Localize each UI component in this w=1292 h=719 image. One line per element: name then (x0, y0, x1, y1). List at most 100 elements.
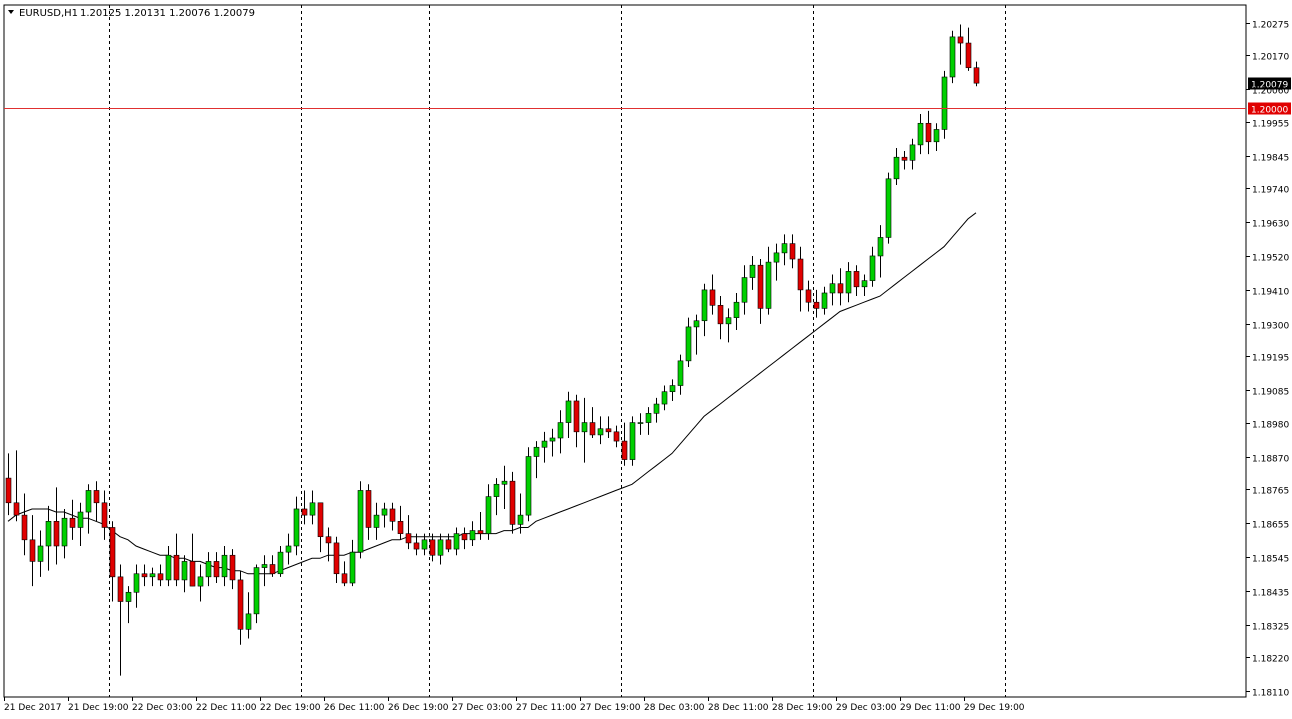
candle-bull (309, 502, 316, 516)
candle-bull (85, 490, 92, 513)
level-layer: 1.20000 1.20079 (4, 77, 1291, 116)
y-tick-label: 1.19740 (1252, 186, 1289, 196)
candle-bear (389, 508, 396, 522)
y-tick-label: 1.20275 (1252, 21, 1289, 31)
candle-bear (589, 422, 596, 436)
candle-bear (101, 502, 108, 528)
y-tick-label: 1.18870 (1252, 455, 1289, 465)
candle-bull (61, 517, 68, 547)
candle-bull (701, 289, 708, 322)
candle-bear (269, 564, 276, 575)
candle-bull (501, 480, 508, 485)
candle-bear (789, 243, 796, 260)
candle-bull (917, 122, 924, 146)
y-tick-label: 1.18545 (1252, 555, 1289, 565)
candle-bull (581, 422, 588, 433)
candle-bull (77, 511, 84, 528)
x-tick-label: 29 Dec 11:00 (900, 703, 961, 713)
candle-bull (733, 301, 740, 318)
candle-bear (237, 579, 244, 630)
candle-bull (349, 551, 356, 584)
candle-bull (845, 271, 852, 294)
candle-bear (157, 573, 164, 581)
y-tick-label: 1.18435 (1252, 589, 1289, 599)
candle-bear (461, 533, 468, 541)
candle-bull (493, 483, 500, 497)
plot-frame (3, 4, 1247, 698)
candle-bull (149, 573, 156, 578)
y-tick-label: 1.18110 (1252, 689, 1289, 699)
candle-bull (453, 533, 460, 550)
candles-layer (5, 24, 980, 676)
candle-bull (293, 508, 300, 547)
candle-bull (525, 456, 532, 516)
candle-bull (357, 490, 364, 553)
candle-bull (165, 554, 172, 581)
y-tick-label: 1.19300 (1252, 322, 1289, 332)
candle-bull (949, 36, 956, 78)
candle-bear (109, 527, 116, 578)
y-tick-label: 1.19195 (1252, 354, 1289, 364)
candle-bear (317, 502, 324, 538)
candle-bull (645, 413, 652, 423)
y-tick-label: 1.19955 (1252, 120, 1289, 130)
candle-bear (709, 289, 716, 306)
candle-bear (69, 517, 76, 528)
candle-bear (365, 490, 372, 528)
candle-bull (253, 567, 260, 615)
candle-bull (261, 564, 268, 568)
chart-header: EURUSD,H1 1.20125 1.20131 1.20076 1.2007… (8, 8, 255, 19)
candle-bull (517, 514, 524, 525)
candle-bear (141, 573, 148, 578)
candle-bull (885, 178, 892, 238)
candle-bear (189, 561, 196, 587)
candle-bear (613, 431, 620, 442)
candle-bull (181, 561, 188, 581)
candle-bull (829, 283, 836, 294)
candle-bull (133, 573, 140, 593)
x-tick-label: 26 Dec 11:00 (324, 703, 385, 713)
candle-bear (837, 283, 844, 294)
candle-bull (437, 539, 444, 556)
symbol-label: EURUSD,H1 (19, 8, 78, 19)
candle-bear (573, 400, 580, 433)
y-tick-label: 1.18325 (1252, 623, 1289, 633)
candle-bull (125, 591, 132, 602)
candle-bull (565, 400, 572, 423)
candle-bull (637, 422, 644, 424)
candle-bear (797, 258, 804, 291)
x-tick-label: 27 Dec 11:00 (516, 703, 577, 713)
candle-bear (925, 122, 932, 143)
x-tick-label: 26 Dec 19:00 (388, 703, 449, 713)
candle-bear (333, 542, 340, 575)
x-tick-label: 28 Dec 11:00 (708, 703, 769, 713)
candle-bear (405, 533, 412, 544)
candle-bull (725, 317, 732, 325)
x-tick-label: 27 Dec 03:00 (452, 703, 513, 713)
candle-bull (245, 613, 252, 630)
candle-bull (661, 391, 668, 405)
candle-bull (557, 422, 564, 439)
candle-bear (477, 530, 484, 534)
candle-bear (901, 156, 908, 161)
candle-bear (445, 539, 452, 550)
candle-bear (853, 271, 860, 288)
candle-bear (21, 514, 28, 541)
level-price-label: 1.20000 (1251, 106, 1288, 116)
candle-bull (741, 277, 748, 303)
candle-bull (909, 144, 916, 161)
current-price-label: 1.20079 (1251, 81, 1288, 91)
current-price-tag (1248, 77, 1291, 90)
candle-bull (653, 403, 660, 414)
candle-bull (205, 561, 212, 578)
y-tick-label: 1.18980 (1252, 421, 1289, 431)
dropdown-arrow-icon[interactable] (8, 10, 14, 14)
x-tick-label: 22 Dec 19:00 (260, 703, 321, 713)
candle-bear (805, 289, 812, 303)
candle-bull (421, 539, 428, 550)
x-tick-label: 28 Dec 03:00 (644, 703, 705, 713)
y-tick-label: 1.19520 (1252, 254, 1289, 264)
candle-bull (693, 320, 700, 328)
